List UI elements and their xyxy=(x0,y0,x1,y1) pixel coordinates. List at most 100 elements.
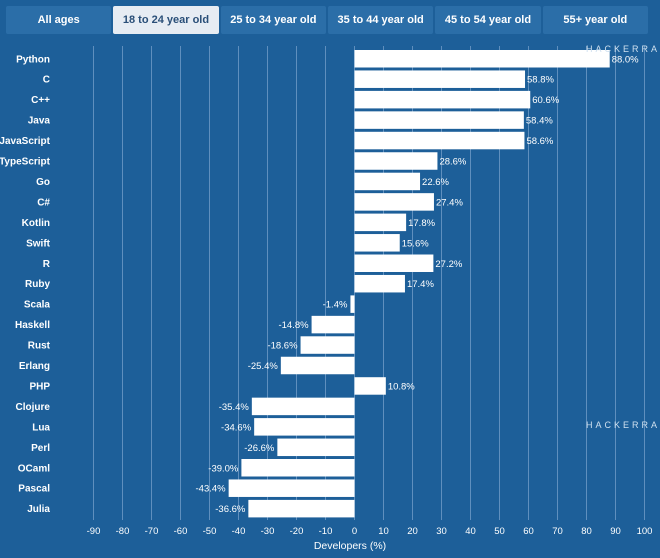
value-label: 15.6% xyxy=(402,238,429,249)
value-label: -34.6% xyxy=(221,422,252,433)
category-label: Clojure xyxy=(16,402,51,413)
value-label: 58.8% xyxy=(527,75,554,86)
x-axis-title: Developers (%) xyxy=(314,540,386,552)
x-tick-label: 60 xyxy=(523,526,534,537)
bar-c-[interactable] xyxy=(354,193,434,211)
x-tick-label: -20 xyxy=(290,526,304,537)
category-label: TypeScript xyxy=(0,157,51,168)
value-label: 60.6% xyxy=(532,95,559,106)
category-label: Haskell xyxy=(15,320,50,331)
bar-python[interactable] xyxy=(354,50,610,68)
value-label: 88.0% xyxy=(612,54,639,65)
x-tick-label: -80 xyxy=(116,526,130,537)
watermark-top: HACKERRA xyxy=(586,44,660,54)
age-filter-tabs: All ages 18 to 24 year old 25 to 34 year… xyxy=(6,6,648,34)
value-label: 28.6% xyxy=(439,157,466,168)
bar-php[interactable] xyxy=(354,377,386,395)
category-label: Java xyxy=(28,116,51,127)
x-tick-label: 20 xyxy=(407,526,418,537)
category-label: C# xyxy=(37,197,50,208)
x-axis-ticks: -90 -80 -70 -60 -50 -40 -30 -20 -10 0 10 20 30 40 50 60… xyxy=(87,526,653,537)
tab-18-24[interactable]: 18 to 24 year old xyxy=(113,6,219,34)
x-tick-label: -90 xyxy=(87,526,101,537)
value-labels: 88.0% 58.8% 60.6% 58.4% 58.6% 28.6% 22.6% 27.4%… xyxy=(196,54,640,515)
value-label: -18.6% xyxy=(267,341,298,352)
x-tick-label: 40 xyxy=(465,526,476,537)
value-label: 27.4% xyxy=(436,197,463,208)
bar-ruby[interactable] xyxy=(354,274,405,293)
value-label: -26.6% xyxy=(244,443,275,454)
value-label: -36.6% xyxy=(215,504,246,515)
tab-all-ages[interactable]: All ages xyxy=(6,6,112,34)
x-tick-label: 0 xyxy=(352,526,357,537)
category-label: Python xyxy=(16,54,50,65)
bar-typescript[interactable] xyxy=(354,152,438,170)
bar-clojure[interactable] xyxy=(251,397,355,416)
value-label: -1.4% xyxy=(323,300,348,311)
tab-45-54[interactable]: 45 to 54 year old xyxy=(435,6,541,34)
category-label: Ruby xyxy=(25,279,50,290)
x-tick-label: -30 xyxy=(261,526,275,537)
bar-perl[interactable] xyxy=(277,438,355,457)
x-tick-label: -60 xyxy=(174,526,188,537)
category-label: R xyxy=(43,259,51,270)
value-label: 17.8% xyxy=(408,218,435,229)
bar-java[interactable] xyxy=(354,111,524,129)
x-tick-label: 50 xyxy=(494,526,505,537)
value-label: -25.4% xyxy=(248,361,279,372)
tab-25-34[interactable]: 25 to 34 year old xyxy=(220,6,326,34)
bar-pascal[interactable] xyxy=(228,479,355,497)
bar-julia[interactable] xyxy=(248,499,355,518)
x-tick-label: -40 xyxy=(232,526,246,537)
tab-35-44[interactable]: 35 to 44 year old xyxy=(327,6,434,34)
category-label: Scala xyxy=(24,300,51,311)
value-label: -14.8% xyxy=(278,320,309,331)
value-label: -43.4% xyxy=(196,484,227,495)
category-label: Go xyxy=(36,177,50,188)
category-label: JavaScript xyxy=(0,136,51,147)
bar-javascript[interactable] xyxy=(354,131,525,150)
x-tick-label: 100 xyxy=(637,526,653,537)
bar-c[interactable] xyxy=(354,70,526,88)
bar-go[interactable] xyxy=(354,172,421,191)
value-label: 10.8% xyxy=(388,381,415,392)
bar-c-[interactable] xyxy=(354,90,531,109)
bar-erlang[interactable] xyxy=(280,356,355,375)
bar-kotlin[interactable] xyxy=(354,213,407,232)
category-label: OCaml xyxy=(18,463,50,474)
value-label: -35.4% xyxy=(219,402,250,413)
category-labels: Python C C++ Java JavaScript TypeScript Go C# Ko… xyxy=(0,54,51,515)
category-label: Lua xyxy=(32,422,50,433)
category-label: PHP xyxy=(29,381,50,392)
category-label: Perl xyxy=(31,443,50,454)
bar-scala[interactable] xyxy=(350,295,355,313)
category-label: Swift xyxy=(26,238,51,249)
category-label: Julia xyxy=(27,504,50,515)
bar-rust[interactable] xyxy=(300,336,355,354)
x-tick-label: 80 xyxy=(581,526,592,537)
bars xyxy=(228,50,610,518)
category-label: Erlang xyxy=(19,361,50,372)
x-tick-label: 90 xyxy=(610,526,621,537)
value-label: 22.6% xyxy=(422,177,449,188)
watermark-middle: HACKERRA xyxy=(586,420,660,430)
bar-lua[interactable] xyxy=(254,418,355,436)
x-tick-label: 10 xyxy=(378,526,389,537)
value-label: 58.6% xyxy=(526,136,553,147)
bar-swift[interactable] xyxy=(354,234,400,252)
value-label: 17.4% xyxy=(407,279,434,290)
tab-55-plus[interactable]: 55+ year old xyxy=(542,6,648,34)
category-label: C++ xyxy=(31,95,50,106)
x-tick-label: -70 xyxy=(145,526,159,537)
bar-r[interactable] xyxy=(354,254,434,273)
value-label: 27.2% xyxy=(435,259,462,270)
category-label: Kotlin xyxy=(22,218,50,229)
category-label: C xyxy=(43,75,50,86)
bar-haskell[interactable] xyxy=(311,315,355,334)
x-tick-label: 30 xyxy=(436,526,447,537)
value-label: 58.4% xyxy=(526,116,553,127)
x-tick-label: -50 xyxy=(203,526,217,537)
category-label: Rust xyxy=(28,341,51,352)
bar-ocaml[interactable] xyxy=(241,459,355,477)
